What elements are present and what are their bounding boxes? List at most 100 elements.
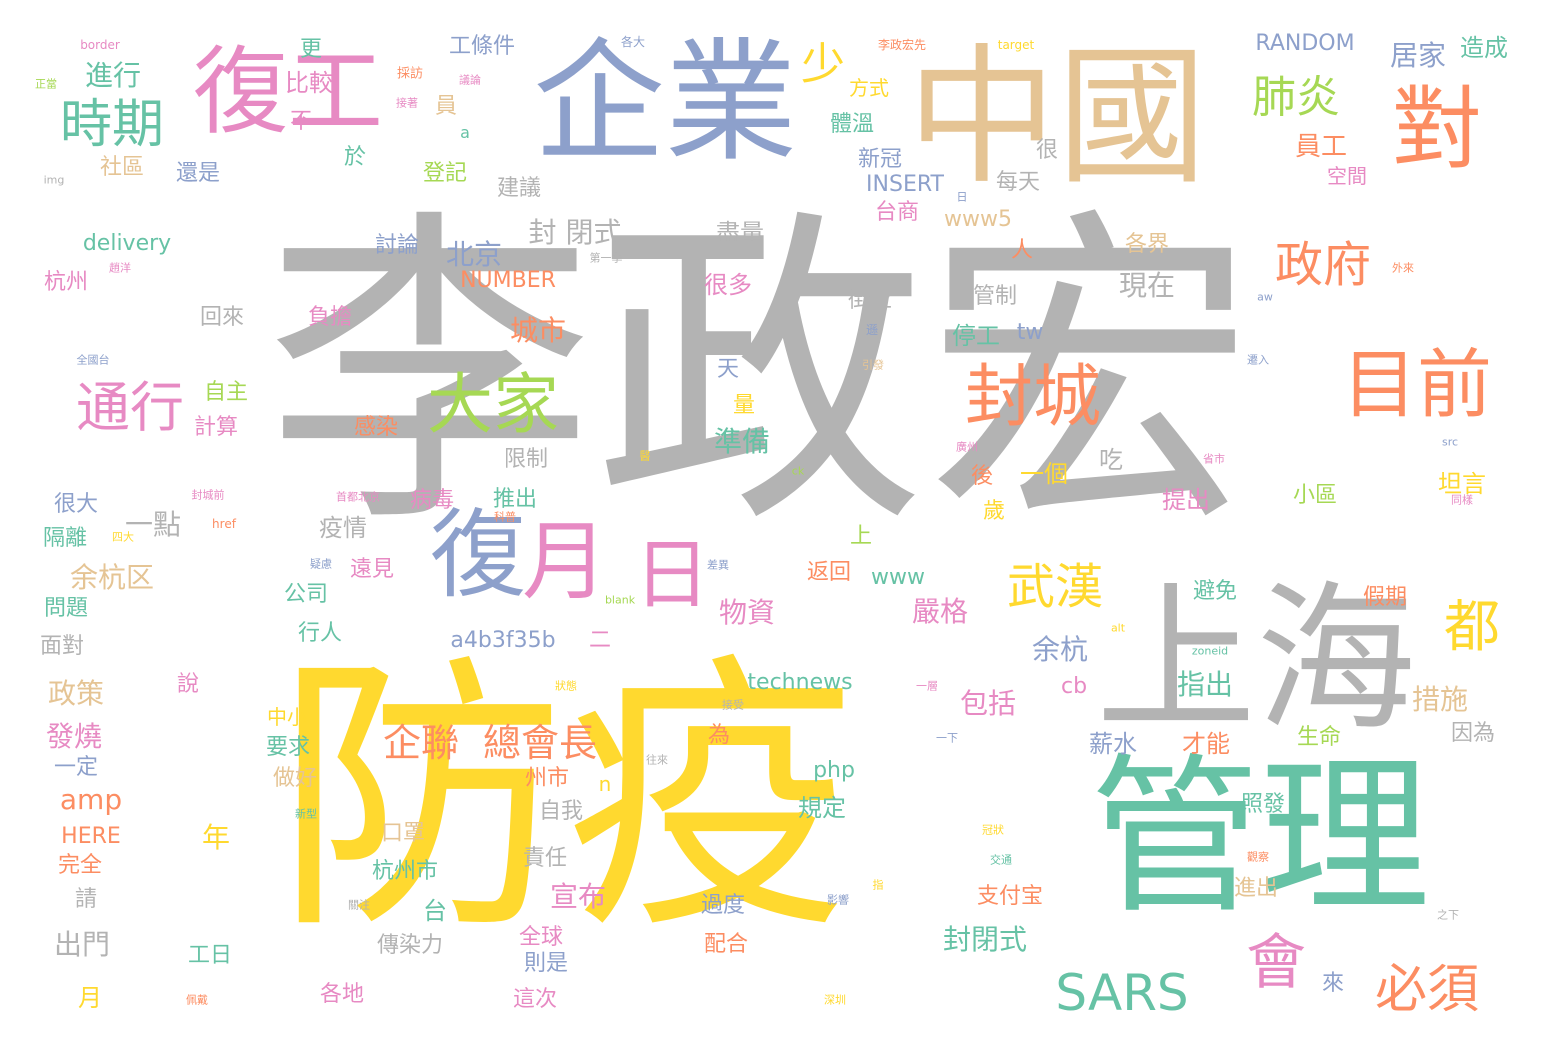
word-ge-jie: 各界 <box>1124 232 1170 257</box>
word-tong-yang: 同樣 <box>1451 493 1473 507</box>
word-hang-zhou-shi: 杭州市 <box>371 859 439 884</box>
word-lai: 來 <box>1321 971 1345 996</box>
word-www: www <box>871 565 925 590</box>
word-jin-chu: 進出 <box>1233 876 1279 901</box>
word-here: HERE <box>61 824 121 849</box>
word-ck: ck <box>791 464 805 478</box>
word-shang: 上 <box>849 524 873 549</box>
word-zhao-fa: 照發 <box>1240 792 1286 817</box>
word-wan-quan: 完全 <box>57 853 103 878</box>
word-www5: www5 <box>944 207 1012 232</box>
word-yi-xia: 一下 <box>936 731 958 745</box>
word-zheng-ce: 政策 <box>47 677 105 710</box>
word-ge-di: 各地 <box>319 982 365 1007</box>
word-href: href <box>212 517 236 531</box>
word-ze-ren: 責任 <box>522 846 568 871</box>
word-guan-zhuang: 冠狀 <box>982 823 1004 837</box>
word-hang-zhou: 杭州 <box>43 270 89 295</box>
word-ke-pu: 科普 <box>494 510 516 524</box>
word-delivery: delivery <box>82 231 172 256</box>
word-fu-dan: 負擔 <box>307 305 353 330</box>
word-php: php <box>813 758 855 783</box>
word-quan-qiu: 全球 <box>518 925 564 950</box>
word-yi-ding: 一定 <box>53 755 99 780</box>
word-zhong-guo: 中國 <box>906 31 1208 205</box>
word-fei-yan: 肺炎 <box>1252 72 1340 123</box>
word-yi-dian: 一點 <box>124 508 182 541</box>
word-ji-suan: 計算 <box>193 415 239 440</box>
word-sui: 歲 <box>982 499 1006 524</box>
word-yin-fa: 引發 <box>862 358 884 372</box>
word-ren: 人 <box>1010 238 1034 263</box>
word-li-zheng-hong-xian: 李政宏先 <box>877 38 927 52</box>
word-hen-duo: 很多 <box>704 271 752 299</box>
word-guan-li: 管理 <box>1089 739 1431 937</box>
word-qi-ye: 企業 <box>533 26 797 180</box>
word-wen-ti: 問題 <box>43 596 89 621</box>
word-insert: INSERT <box>866 172 944 197</box>
word-yao-qiu: 要求 <box>265 735 311 760</box>
word-xian-zhi: 限制 <box>503 447 549 472</box>
word-xin-xing: 新型 <box>295 807 317 821</box>
word-mian-dui: 面對 <box>39 634 85 659</box>
word-fu-gong: 復工 <box>192 37 384 148</box>
word-nian: 年 <box>201 821 231 854</box>
word-guang-zhou: 廣州 <box>956 440 978 454</box>
word-zong-hui-zhang: 總會長 <box>482 721 598 765</box>
word-er: 二 <box>588 628 612 653</box>
word-xin-guan: 新冠 <box>857 147 903 172</box>
word-a4b3f35b: a4b3f35b <box>450 628 556 653</box>
word-xian-zai: 現在 <box>1118 269 1176 302</box>
word-zi-wo: 自我 <box>538 799 584 824</box>
word-yuan-gong: 員工 <box>1294 132 1348 162</box>
word-bi-xu: 必須 <box>1374 960 1480 1020</box>
word-img: img <box>43 173 65 187</box>
word-random: RANDOM <box>1255 31 1355 56</box>
word-ti-chu: 提出 <box>1162 486 1210 514</box>
word-gong-ri: 工日 <box>187 943 233 968</box>
word-jian-yi: 建議 <box>496 176 542 201</box>
word-bei-jing: 北京 <box>445 238 503 271</box>
word-shuo: 說 <box>176 672 200 697</box>
word-yi-lun: 議論 <box>459 73 481 87</box>
word-cai-fang: 採訪 <box>396 66 424 82</box>
word-wu-han: 武漢 <box>1006 559 1104 615</box>
word-fa-shao: 發燒 <box>45 720 103 753</box>
word-technews: technews <box>747 670 853 695</box>
word-tong-xing: 通行 <box>76 376 184 439</box>
word-kou-zhao: 口罩 <box>380 821 426 846</box>
word-gan-ran: 感染 <box>353 415 399 440</box>
word-zao-cheng: 造成 <box>1460 34 1508 62</box>
word-hen: 很 <box>1035 138 1059 163</box>
word-liang: 量 <box>732 393 756 418</box>
word-yue-2: 月 <box>78 984 102 1012</box>
word-yu-hang-qu: 余杭区 <box>69 561 155 594</box>
word-hui: 會 <box>1246 928 1306 998</box>
word-cha-yi: 差異 <box>707 558 729 572</box>
word-si-da: 四大 <box>112 530 134 544</box>
word-chuan-ran-li: 傳染力 <box>376 933 444 958</box>
word-dou: 都 <box>1444 595 1500 660</box>
word-yi-ceng: 一層 <box>916 679 938 693</box>
word-feng-bi-shi-2: 封閉式 <box>942 923 1028 956</box>
word-feng-bi-shi: 封 閉式 <box>528 216 622 249</box>
word-pei-he: 配合 <box>703 932 749 957</box>
word-wu-zi: 物資 <box>718 596 776 629</box>
word-aw: aw <box>1257 290 1273 304</box>
word-fang-yi: 防疫 <box>275 631 855 968</box>
word-sheng-shi: 省市 <box>1203 452 1225 466</box>
word-xin-shui: 薪水 <box>1089 730 1137 758</box>
word-cheng-shi: 城市 <box>509 314 567 347</box>
word-fu: 復 <box>430 499 526 611</box>
word-tai-shang: 台商 <box>874 200 920 225</box>
word-hai-shi: 還是 <box>175 161 221 186</box>
word-guo-du: 過度 <box>700 893 746 918</box>
word-zhao-yang: 趙洋 <box>109 261 131 275</box>
word-zhuang-tai: 狀態 <box>555 679 577 693</box>
word-da-jia: 大家 <box>427 366 559 443</box>
word-zhi-xia: 之下 <box>1437 908 1459 922</box>
word-tao-lun: 討論 <box>374 233 420 258</box>
word-ze-shi: 則是 <box>523 951 569 976</box>
word-blank: blank <box>604 593 636 607</box>
